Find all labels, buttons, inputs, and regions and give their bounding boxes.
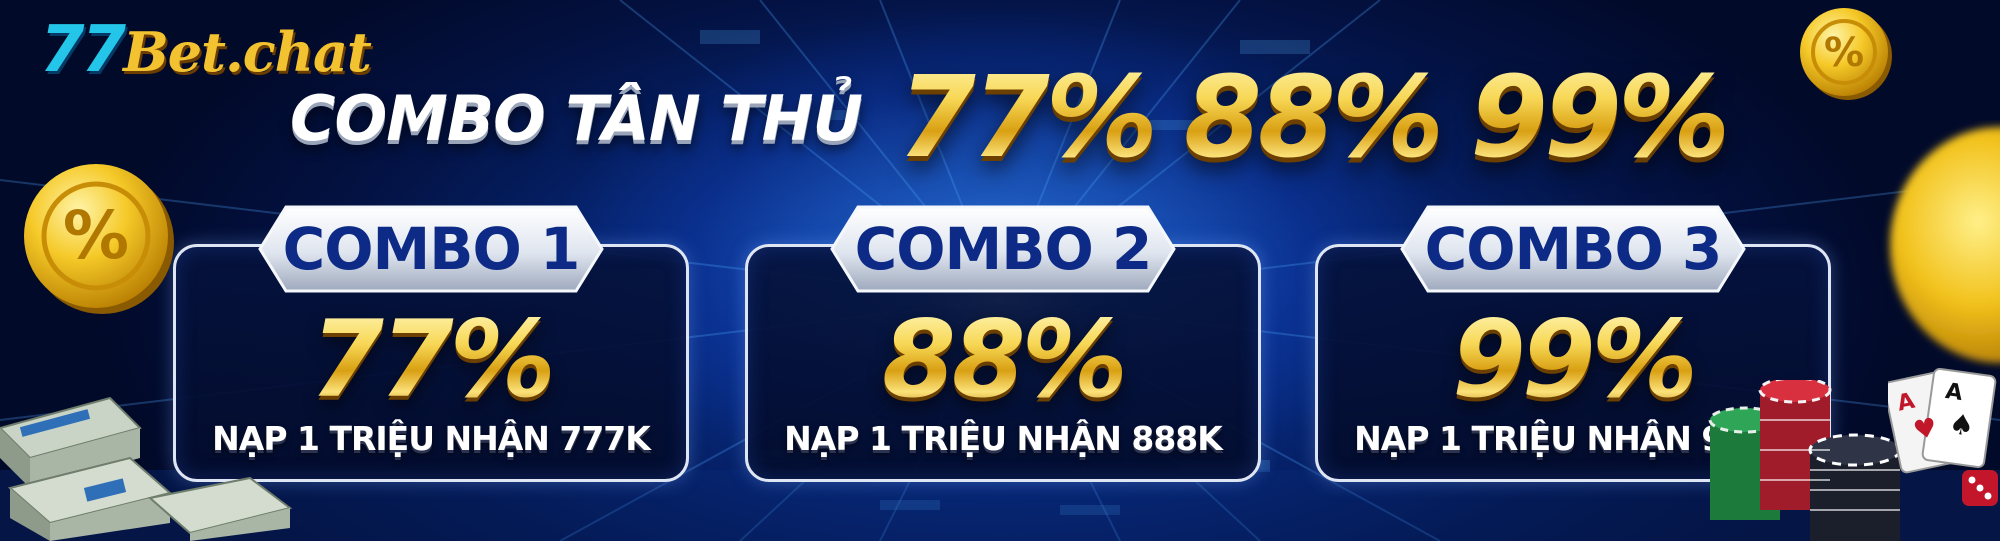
headline-percent-88: 88% (1184, 53, 1444, 183)
combo-tab-1: COMBO 1 (256, 203, 606, 295)
gold-coin-icon: % (24, 164, 174, 314)
card-rank: A (1895, 389, 1917, 417)
poker-chips-icon (1708, 380, 1902, 541)
combo-description: NẠP 1 TRIỆU NHẬN 777K (212, 419, 651, 458)
dice-icon (1962, 470, 1998, 506)
combo-percent: 88% (748, 307, 1258, 413)
combo-card-1[interactable]: COMBO 1 77% NẠP 1 TRIỆU NHẬN 777K (173, 205, 689, 482)
combo-description: NẠP 1 TRIỆU NHẬN 888K (784, 419, 1223, 458)
combo-tab-2: COMBO 2 (828, 203, 1178, 295)
logo-number: 77 (40, 13, 126, 87)
gold-coin-icon: % (1800, 8, 1892, 100)
combo-title: COMBO 1 (282, 215, 581, 283)
combo-percent: 77% (176, 307, 686, 413)
card-rank: A (1944, 379, 1964, 406)
coin-symbol: % (1824, 30, 1864, 76)
money-stack-icon (0, 396, 293, 541)
playing-cards-icon: A A ♥ ♠ (1888, 368, 1997, 474)
combo-tab-3: COMBO 3 (1398, 203, 1748, 295)
headline-title: COMBO TÂN THỦ (290, 81, 863, 155)
combo-title: COMBO 2 (854, 215, 1153, 283)
coin-symbol: % (63, 197, 129, 274)
headline-percent-99: 99% (1470, 53, 1730, 183)
combo-title: COMBO 3 (1424, 215, 1723, 283)
logo-text: Bet.chat (123, 20, 372, 84)
gold-coin-icon (1890, 127, 2000, 363)
headline-percent-77: 77% (897, 53, 1158, 183)
combo-percent: 99% (1318, 307, 1828, 413)
headline: COMBO TÂN THỦ 77% 88% 99% (290, 53, 1770, 183)
brand-logo[interactable]: 77Bet.chat (40, 18, 372, 84)
combo-card-2[interactable]: COMBO 2 88% NẠP 1 TRIỆU NHẬN 888K (745, 205, 1261, 482)
svg-text:♠: ♠ (1947, 407, 1976, 443)
